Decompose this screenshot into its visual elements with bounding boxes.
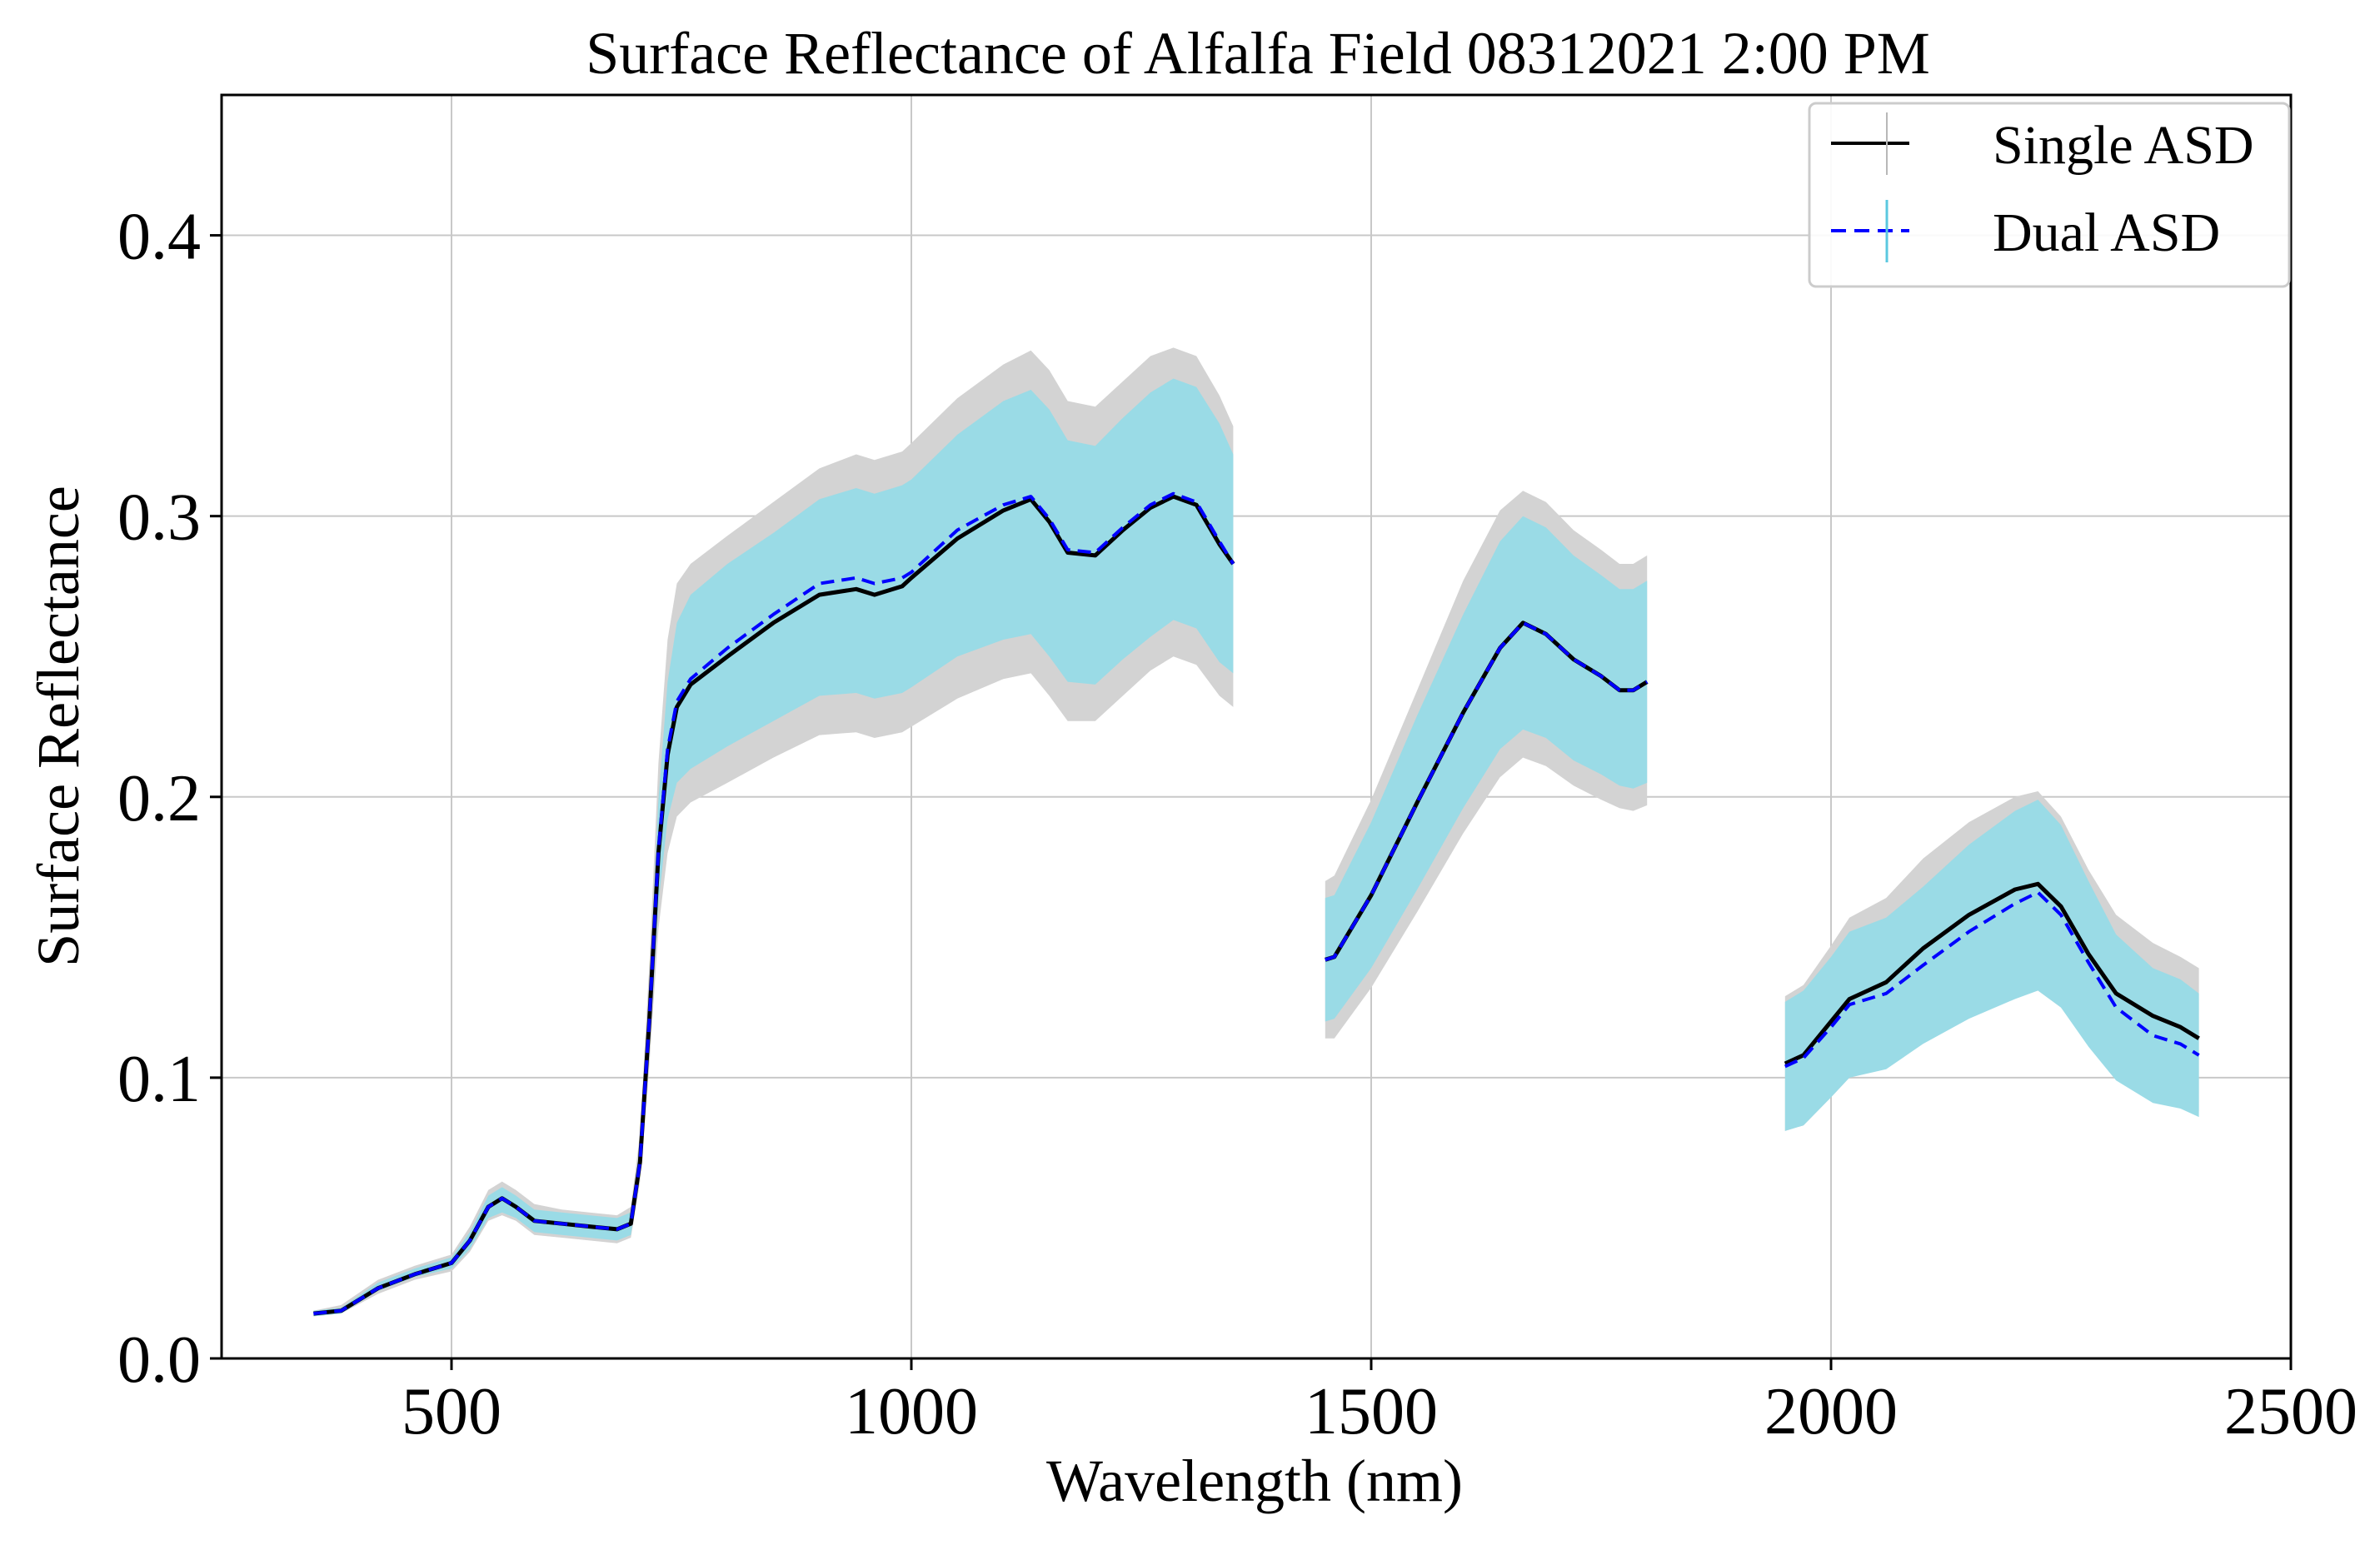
y-tick-label: 0.4: [117, 201, 201, 274]
legend-label-single: Single ASD: [1993, 115, 2254, 176]
legend: Single ASD Dual ASD: [1808, 102, 2291, 288]
series-lines: [313, 491, 2200, 1316]
dual-asd-line: [1325, 620, 1649, 962]
dual-asd-band: [1784, 800, 2199, 1131]
y-tick-label: 0.1: [117, 1043, 201, 1116]
dual-asd-line: [313, 491, 1235, 1316]
error-bands: [313, 347, 2199, 1317]
dual-asd-band: [313, 378, 1234, 1317]
legend-label-dual: Dual ASD: [1993, 202, 2220, 263]
x-tick-label: 1000: [845, 1375, 978, 1448]
y-tick-label: 0.3: [117, 481, 201, 555]
dual-asd-band: [1325, 516, 1648, 1022]
plot-frame: [220, 93, 2293, 1360]
ticks: 500 1000 1500 2000 2500 0.0 0.1 0.2 0.3 0.4: [117, 201, 2358, 1448]
y-tick-label: 0.0: [117, 1323, 201, 1397]
x-tick-label: 500: [402, 1375, 501, 1448]
x-tick-label: 2000: [1764, 1375, 1898, 1448]
single-asd-line: [1784, 881, 2200, 1066]
legend-box: [1808, 102, 2291, 288]
y-tick-label: 0.2: [117, 762, 201, 835]
x-tick-label: 1500: [1305, 1375, 1438, 1448]
x-axis-label: Wavelength (nm): [1046, 1448, 1463, 1514]
x-tick-label: 2500: [2224, 1375, 2358, 1448]
y-axis-label: Surface Reflectance: [25, 486, 92, 967]
dual-asd-line: [1784, 890, 2200, 1069]
chart-title: Surface Reflectance of Alfalfa Field 083…: [586, 20, 1930, 87]
